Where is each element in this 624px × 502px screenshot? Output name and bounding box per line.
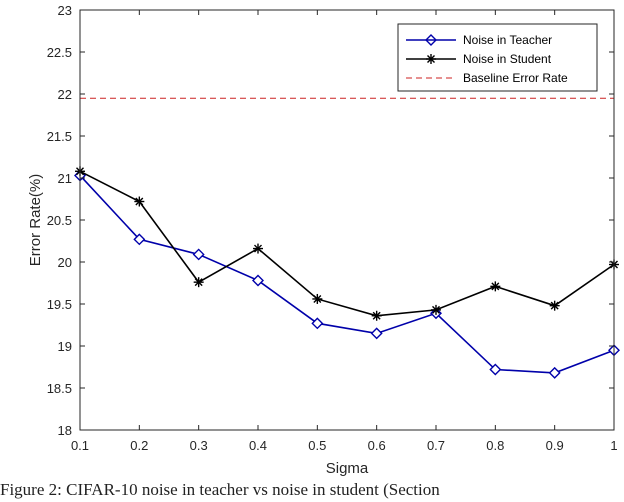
data-point-student <box>253 243 263 254</box>
data-point-student <box>312 293 323 304</box>
legend-label-teacher: Noise in Teacher <box>463 33 552 47</box>
y-tick-label: 21 <box>58 171 72 186</box>
y-tick-label: 20 <box>58 255 72 270</box>
x-tick-label: 0.4 <box>249 438 267 453</box>
x-tick-label: 0.9 <box>546 438 564 453</box>
data-point-teacher <box>133 233 146 246</box>
legend-marker-student <box>426 54 436 64</box>
y-tick-label: 18.5 <box>47 381 72 396</box>
legend-marker-teacher <box>425 34 437 46</box>
x-tick-label: 0.7 <box>427 438 445 453</box>
data-point-student <box>371 310 382 321</box>
x-axis-label: Sigma <box>326 460 369 477</box>
x-tick-label: 0.5 <box>308 438 326 453</box>
y-tick-label: 19.5 <box>47 297 72 312</box>
x-tick-label: 0.8 <box>486 438 504 453</box>
data-point-student <box>490 281 501 292</box>
series-layer <box>74 166 620 379</box>
x-tick-label: 1 <box>610 438 617 453</box>
series-line-student <box>79 170 615 317</box>
y-tick-label: 18 <box>58 423 72 438</box>
data-point-student <box>431 304 441 315</box>
x-tick-label: 0.3 <box>190 438 208 453</box>
y-axis-label: Error Rate(%) <box>27 174 44 267</box>
series-line-teacher <box>79 174 615 374</box>
data-point-teacher <box>489 363 502 376</box>
x-tick-label: 0.1 <box>71 438 89 453</box>
legend-label-student: Noise in Student <box>463 52 552 66</box>
data-point-teacher <box>548 366 561 379</box>
legend-label-baseline: Baseline Error Rate <box>463 71 568 85</box>
chart: 0.1 0.2 0.3 0.4 0.5 0.6 0.7 0.8 0.9 1 18 18.5 19 19.5… <box>27 3 620 477</box>
data-point-teacher <box>252 274 264 287</box>
y-tick-label: 19 <box>58 339 72 354</box>
data-point-teacher <box>311 317 324 330</box>
y-tick-label: 21.5 <box>47 129 72 144</box>
y-tick-label: 22.5 <box>47 45 72 60</box>
y-tick-label: 23 <box>58 3 72 18</box>
y-tick-label: 20.5 <box>47 213 72 228</box>
x-tick-label: 0.6 <box>368 438 386 453</box>
legend: Noise in Teacher Noise in Student Baseli… <box>397 23 598 92</box>
data-point-student <box>549 300 560 311</box>
figure-caption: Figure 2: CIFAR-10 noise in teacher vs n… <box>0 480 440 499</box>
x-tick-label: 0.2 <box>130 438 148 453</box>
data-point-student <box>134 196 145 207</box>
axis-layer: 0.1 0.2 0.3 0.4 0.5 0.6 0.7 0.8 0.9 1 18 18.5 19 19.5… <box>47 3 618 453</box>
plot-frame <box>79 9 615 431</box>
data-point-student <box>193 277 204 288</box>
data-point-teacher <box>192 248 205 261</box>
y-tick-label: 22 <box>58 87 72 102</box>
data-point-teacher <box>370 327 383 340</box>
